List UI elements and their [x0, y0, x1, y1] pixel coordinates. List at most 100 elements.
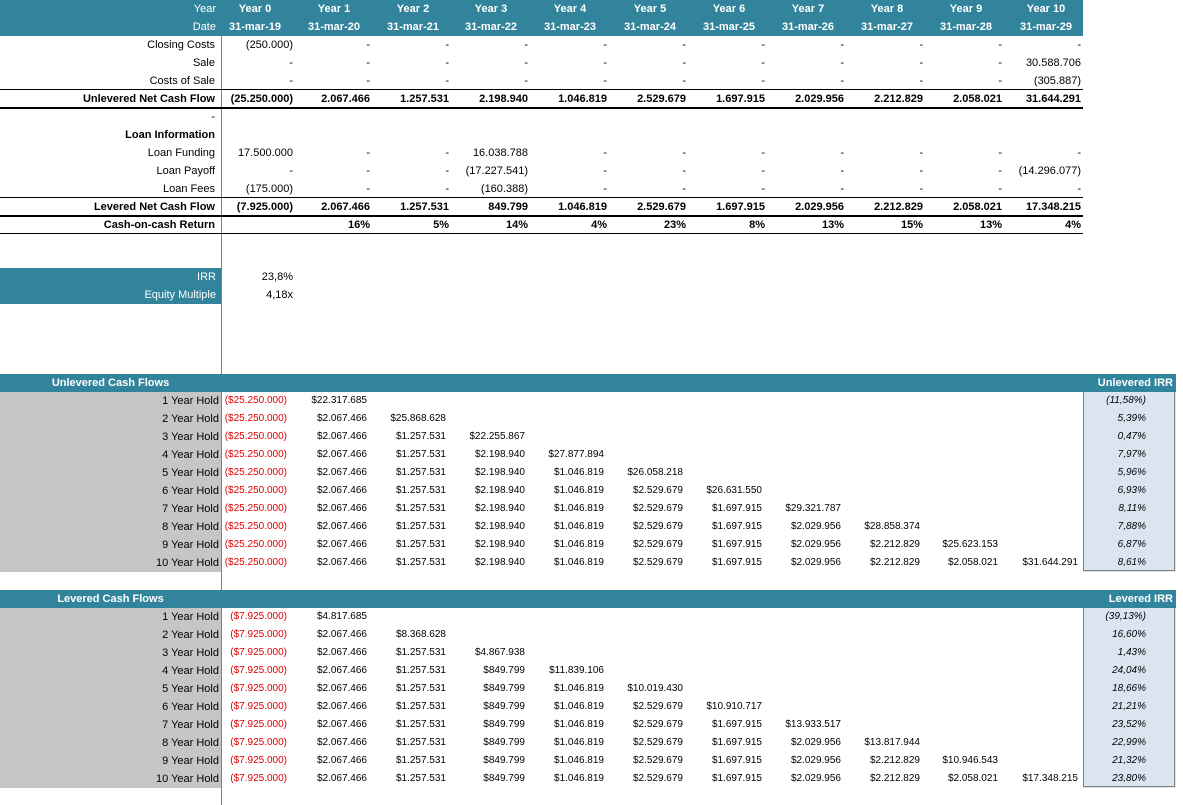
unlevered-row-2-cell-3[interactable]: $22.255.867 [469, 431, 525, 442]
row-7-cell-7[interactable]: - [840, 165, 844, 177]
levered-row-7-cell-2[interactable]: $1.257.531 [395, 737, 446, 748]
levered-row-9-cell-3[interactable]: $849.799 [483, 773, 525, 784]
row-6-cell-1[interactable]: - [366, 147, 370, 159]
unlevered-row-0-cell-0[interactable]: ($25.250.000) [224, 395, 287, 406]
row-9-cell-2[interactable]: 1.257.531 [400, 201, 449, 213]
levered-row-5-cell-3[interactable]: $849.799 [483, 701, 525, 712]
row-1-cell-0[interactable]: - [289, 57, 293, 69]
levered-row-0-cell-1[interactable]: $4.817.685 [316, 611, 367, 622]
unlevered-row-5-cell-5[interactable]: $2.529.679 [632, 485, 683, 496]
unlevered-row-9-cell-4[interactable]: $1.046.819 [553, 557, 604, 568]
levered-row-0-cell-0[interactable]: ($7.925.000) [230, 611, 287, 622]
row-7-cell-5[interactable]: - [682, 165, 686, 177]
row-2-cell-5[interactable]: - [682, 75, 686, 87]
row-8-cell-5[interactable]: - [682, 183, 686, 195]
unlevered-row-9-cell-2[interactable]: $1.257.531 [395, 557, 446, 568]
levered-row-6-cell-0[interactable]: ($7.925.000) [230, 719, 287, 730]
unlevered-row-3-irr[interactable]: 7,97% [1117, 449, 1146, 460]
row-8-cell-2[interactable]: - [445, 183, 449, 195]
irr-value[interactable]: 23,8% [261, 271, 293, 283]
row-6-cell-0[interactable]: 17.500.000 [237, 147, 293, 159]
row-6-cell-3[interactable]: 16.038.788 [472, 147, 528, 159]
unlevered-row-3-cell-3[interactable]: $2.198.940 [474, 449, 525, 460]
row-1-cell-4[interactable]: - [603, 57, 607, 69]
unlevered-row-1-irr[interactable]: 5,39% [1117, 413, 1146, 424]
row-6-cell-7[interactable]: - [840, 147, 844, 159]
row-1-cell-8[interactable]: - [919, 57, 923, 69]
levered-row-5-cell-1[interactable]: $2.067.466 [316, 701, 367, 712]
unlevered-row-9-cell-7[interactable]: $2.029.956 [790, 557, 841, 568]
unlevered-row-6-cell-5[interactable]: $2.529.679 [632, 503, 683, 514]
row-1-cell-3[interactable]: - [524, 57, 528, 69]
row-8-cell-0[interactable]: (175.000) [245, 183, 293, 195]
row-10-cell-0[interactable] [215, 216, 293, 234]
row-3-cell-6[interactable]: 1.697.915 [716, 93, 765, 105]
row-8-cell-7[interactable]: - [840, 183, 844, 195]
row-0-cell-9[interactable]: - [998, 39, 1002, 51]
row-3-cell-2[interactable]: 1.257.531 [400, 93, 449, 105]
levered-row-6-irr[interactable]: 23,52% [1112, 719, 1146, 730]
levered-row-0-irr[interactable]: (39,13%) [1105, 611, 1146, 622]
row-2-cell-7[interactable]: - [840, 75, 844, 87]
unlevered-row-4-cell-4[interactable]: $1.046.819 [553, 467, 604, 478]
row-2-cell-4[interactable]: - [603, 75, 607, 87]
row-10-cell-4[interactable]: 4% [591, 219, 607, 231]
row-8-cell-3[interactable]: (160.388) [480, 183, 528, 195]
row-3-cell-0[interactable]: (25.250.000) [230, 93, 293, 105]
levered-row-6-cell-3[interactable]: $849.799 [483, 719, 525, 730]
levered-row-1-cell-1[interactable]: $2.067.466 [316, 629, 367, 640]
row-2-cell-3[interactable]: - [524, 75, 528, 87]
unlevered-row-5-cell-2[interactable]: $1.257.531 [395, 485, 446, 496]
levered-row-6-cell-6[interactable]: $1.697.915 [711, 719, 762, 730]
unlevered-row-6-cell-1[interactable]: $2.067.466 [316, 503, 367, 514]
row-10-cell-2[interactable]: 5% [433, 219, 449, 231]
unlevered-row-9-cell-3[interactable]: $2.198.940 [474, 557, 525, 568]
unlevered-row-8-cell-6[interactable]: $1.697.915 [711, 539, 762, 550]
row-0-cell-8[interactable]: - [919, 39, 923, 51]
unlevered-row-9-cell-6[interactable]: $1.697.915 [711, 557, 762, 568]
row-8-cell-6[interactable]: - [761, 183, 765, 195]
unlevered-row-3-cell-2[interactable]: $1.257.531 [395, 449, 446, 460]
row-10-cell-1[interactable]: 16% [347, 219, 370, 231]
row-10-cell-6[interactable]: 8% [749, 219, 765, 231]
levered-row-7-irr[interactable]: 22,99% [1112, 737, 1146, 748]
row-3-cell-4[interactable]: 1.046.819 [558, 93, 607, 105]
row-6-cell-9[interactable]: - [998, 147, 1002, 159]
unlevered-row-7-cell-5[interactable]: $2.529.679 [632, 521, 683, 532]
row-9-cell-5[interactable]: 2.529.679 [637, 201, 686, 213]
row-9-cell-10[interactable]: 17.348.215 [1025, 201, 1081, 213]
levered-row-9-cell-5[interactable]: $2.529.679 [632, 773, 683, 784]
unlevered-row-8-cell-5[interactable]: $2.529.679 [632, 539, 683, 550]
row-0-cell-0[interactable]: (250.000) [245, 39, 293, 51]
levered-row-4-irr[interactable]: 18,66% [1112, 683, 1146, 694]
unlevered-row-2-cell-2[interactable]: $1.257.531 [395, 431, 446, 442]
unlevered-row-7-cell-2[interactable]: $1.257.531 [395, 521, 446, 532]
unlevered-row-1-cell-1[interactable]: $2.067.466 [316, 413, 367, 424]
row-6-cell-4[interactable]: - [603, 147, 607, 159]
unlevered-row-4-cell-1[interactable]: $2.067.466 [316, 467, 367, 478]
unlevered-row-3-cell-0[interactable]: ($25.250.000) [224, 449, 287, 460]
unlevered-row-2-irr[interactable]: 0,47% [1117, 431, 1146, 442]
row-9-cell-9[interactable]: 2.058.021 [953, 201, 1002, 213]
row-8-cell-1[interactable]: - [366, 183, 370, 195]
unlevered-row-8-cell-7[interactable]: $2.029.956 [790, 539, 841, 550]
row-7-cell-9[interactable]: - [998, 165, 1002, 177]
row-0-cell-6[interactable]: - [761, 39, 765, 51]
unlevered-row-6-cell-2[interactable]: $1.257.531 [395, 503, 446, 514]
levered-row-8-cell-8[interactable]: $2.212.829 [869, 755, 920, 766]
levered-row-6-cell-5[interactable]: $2.529.679 [632, 719, 683, 730]
row-6-cell-5[interactable]: - [682, 147, 686, 159]
row-10-cell-5[interactable]: 23% [663, 219, 686, 231]
row-7-cell-2[interactable]: - [445, 165, 449, 177]
levered-row-6-cell-7[interactable]: $13.933.517 [785, 719, 841, 730]
row-8-cell-8[interactable]: - [919, 183, 923, 195]
unlevered-row-7-cell-6[interactable]: $1.697.915 [711, 521, 762, 532]
row-1-cell-7[interactable]: - [840, 57, 844, 69]
unlevered-row-4-irr[interactable]: 5,96% [1117, 467, 1146, 478]
row-9-cell-8[interactable]: 2.212.829 [874, 201, 923, 213]
levered-row-4-cell-3[interactable]: $849.799 [483, 683, 525, 694]
levered-row-1-cell-2[interactable]: $8.368.628 [395, 629, 446, 640]
levered-row-5-cell-4[interactable]: $1.046.819 [553, 701, 604, 712]
levered-row-8-cell-4[interactable]: $1.046.819 [553, 755, 604, 766]
row-7-cell-3[interactable]: (17.227.541) [465, 165, 528, 177]
